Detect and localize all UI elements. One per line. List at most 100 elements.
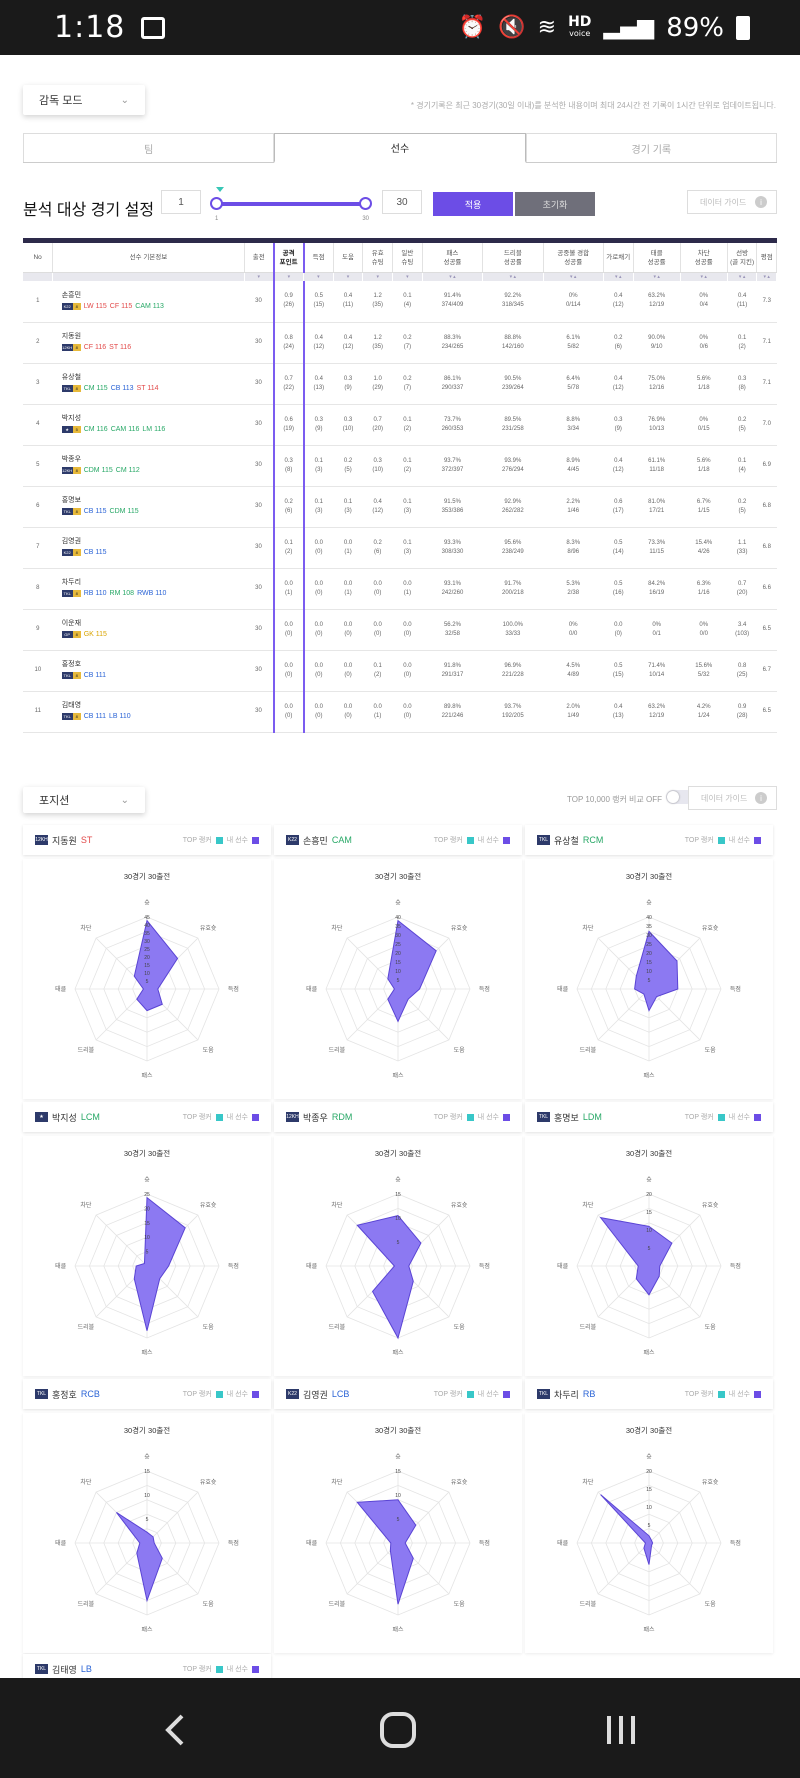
column-header[interactable]: No — [23, 240, 54, 273]
player-info[interactable]: 홍정호 TKL 8 CB 111 — [52, 650, 245, 692]
player-name[interactable]: 손흥민 — [61, 291, 82, 299]
column-header[interactable]: 차단 성공률 — [680, 240, 728, 273]
player-info[interactable]: 이운재 GP 8 GK 115 — [52, 609, 245, 651]
sort-arrows-icon[interactable]: ▾ — [392, 272, 423, 281]
sort-arrows-icon[interactable]: ▾ ▴ — [633, 272, 681, 281]
top-ranker-toggle[interactable] — [666, 790, 694, 804]
sort-arrows-icon[interactable]: ▾ ▴ — [756, 272, 777, 281]
sort-arrows-icon[interactable]: ▾ — [303, 272, 334, 281]
stat-sot: 0.0 (0) — [362, 609, 393, 651]
home-icon[interactable] — [378, 1710, 418, 1750]
radar-tick-label: 5 — [397, 1240, 400, 1246]
column-header[interactable]: 공중볼 경합 성공률 — [543, 240, 604, 273]
range-to-input[interactable]: 30 — [382, 190, 422, 214]
column-header[interactable]: 드리블 성공률 — [482, 240, 544, 273]
table-row[interactable]: 4 박지성 ★ 5 CM 116 CAM 116 LM 116 30 0.6 (19) 0.3 (9)… — [23, 404, 777, 446]
position-dropdown[interactable]: 포지션 ⌄ — [23, 787, 145, 813]
player-info[interactable]: 홍명보 TKL 8 CB 115 CDM 115 — [52, 486, 245, 528]
sort-arrows-icon[interactable]: ▾ ▴ — [680, 272, 728, 281]
table-row[interactable]: 5 박종우 12KH 8 CDM 115 CM 112 30 0.3 (8) 0.1 (3) 0.2(… — [23, 445, 777, 487]
data-guide-button-2[interactable]: 데이터 가이드 i — [688, 786, 777, 810]
sort-arrows-icon[interactable]: ▾ — [333, 272, 364, 281]
column-header[interactable]: 평점 — [756, 240, 777, 273]
radar-card[interactable]: TKL 홍정호 RCB TOP 랭커 내 선수 30경기 30출전 슛 유효슛 득점 도움 패스 드… — [23, 1379, 271, 1653]
column-header[interactable]: 태클 성공률 — [633, 240, 681, 273]
player-info[interactable]: 지동원 12KH 8 CF 116 ST 116 — [52, 322, 245, 364]
appearances: 30 — [244, 322, 274, 364]
column-header[interactable]: 가로채기 — [603, 240, 634, 273]
back-icon[interactable] — [160, 1710, 190, 1750]
column-header[interactable]: 일반 슈팅 — [392, 240, 423, 273]
mode-dropdown[interactable]: 감독 모드 ⌄ — [23, 85, 145, 115]
table-row[interactable]: 3 유상철 TKL 8 CM 115 CB 113 ST 114 30 0.7 (22) 0.4 (1… — [23, 363, 777, 405]
player-name[interactable]: 이운재 — [61, 620, 82, 627]
range-from-input[interactable]: 1 — [161, 190, 201, 214]
radar-card[interactable]: 12KH 박종우 RDM TOP 랭커 내 선수 30경기 30출전 슛 유효슛 득점 도움 패스… — [274, 1102, 522, 1376]
sort-arrows-icon[interactable]: ▾ — [244, 272, 275, 281]
column-header[interactable]: 공격 포인트 — [272, 238, 305, 273]
player-info[interactable]: 김태영 TKL 8 CB 111 LB 110 — [52, 691, 245, 733]
card-player-name: 홍명보 — [554, 1112, 579, 1123]
column-header[interactable]: 선수 기본정보 — [52, 240, 245, 273]
sort-arrows-icon[interactable]: ▾ — [362, 272, 394, 281]
sort-arrows-icon[interactable]: ▾ ▴ — [482, 272, 544, 281]
column-header[interactable]: 도움 — [333, 240, 364, 273]
radar-card[interactable]: K22 김영권 LCB TOP 랭커 내 선수 30경기 30출전 슛 유효슛 득점 도움 패스 드… — [274, 1379, 522, 1653]
apply-button[interactable]: 적용 — [433, 192, 513, 216]
sort-arrows-icon[interactable]: ▾ ▴ — [727, 272, 758, 281]
sort-arrows-icon[interactable]: ▾ — [272, 272, 304, 281]
player-info[interactable]: 손흥민 K22 8 LW 115 CF 115 CAM 113 — [52, 281, 245, 323]
player-name[interactable]: 차두리 — [61, 579, 82, 586]
player-info[interactable]: 유상철 TKL 8 CM 115 CB 113 ST 114 — [52, 363, 245, 405]
sort-arrows-icon[interactable]: ▾ ▴ — [543, 272, 604, 281]
radar-card[interactable]: K22 손흥민 CAM TOP 랭커 내 선수 30경기 30출전 슛 유효슛 득점 도움 패스 드… — [274, 825, 522, 1099]
recent-apps-icon[interactable] — [603, 1710, 639, 1750]
card-header: TKL 유상철 RCM TOP 랭커 내 선수 — [525, 825, 773, 855]
player-name[interactable]: 김태영 — [61, 702, 82, 709]
player-name[interactable]: 지동원 — [61, 333, 82, 340]
player-info[interactable]: 박지성 ★ 5 CM 116 CAM 116 LM 116 — [52, 404, 245, 446]
radar-card[interactable]: ★ 박지성 LCM TOP 랭커 내 선수 30경기 30출전 슛 유효슛 득점 도움 패스 드리블… — [23, 1102, 271, 1376]
table-row[interactable]: 9 이운재 GP 8 GK 115 30 0.0 (0) 0.0 (0) 0.0 (0) 0.0 (0) 0… — [23, 609, 777, 651]
player-info[interactable]: 차두리 TKL 8 RB 110 RM 108 RWB 110 — [52, 568, 245, 610]
table-row[interactable]: 7 김영권 K22 8 CB 115 30 0.1 (2) 0.0 (0) 0.0 (1) 0.2 (6)… — [23, 527, 777, 569]
radar-axis-label: 슛 — [646, 1453, 652, 1461]
table-row[interactable]: 10 홍정호 TKL 8 CB 111 30 0.0 (0) 0.0 (0) 0.0 (0) 0.1 (2… — [23, 650, 777, 692]
radar-card[interactable]: TKL 홍명보 LDM TOP 랭커 내 선수 30경기 30출전 슛 유효슛 득점 도움 패스 드… — [525, 1102, 773, 1376]
tab-match-record[interactable]: 경기 기록 — [525, 133, 777, 162]
player-name[interactable]: 박종우 — [61, 456, 82, 463]
slider-handle-max[interactable] — [359, 197, 372, 210]
radar-tick-label: 10 — [144, 1235, 150, 1241]
reset-button[interactable]: 초기화 — [515, 192, 595, 216]
radar-card[interactable]: TKL 차두리 RB TOP 랭커 내 선수 30경기 30출전 슛 유효슛 득점 도움 패스 드리… — [525, 1379, 773, 1653]
table-row[interactable]: 1 손흥민 K22 8 LW 115 CF 115 CAM 113 30 0.9 (26) 0.5(… — [23, 281, 777, 323]
table-row[interactable]: 2 지동원 12KH 8 CF 116 ST 116 30 0.8 (24) 0.4 (12) 0.4… — [23, 322, 777, 364]
table-row[interactable]: 8 차두리 TKL 8 RB 110 RM 108 RWB 110 30 0.0 (1) 0.0 (0… — [23, 568, 777, 610]
legend-top-label: TOP 랭커 — [433, 1114, 463, 1121]
radar-tick-label: 20 — [395, 951, 401, 957]
radar-card[interactable]: 12KH 지동원 ST TOP 랭커 내 선수 30경기 30출전 슛 유효슛 득점 도움 패스 드… — [23, 825, 271, 1099]
data-guide-button[interactable]: 데이터 가이드 i — [687, 190, 777, 214]
radar-card[interactable]: TKL 유상철 RCM TOP 랭커 내 선수 30경기 30출전 슛 유효슛 득점 도움 패스 드… — [525, 825, 773, 1099]
player-name[interactable]: 김영권 — [61, 538, 82, 545]
column-header[interactable]: 출전 — [244, 240, 275, 273]
range-slider[interactable]: 1 30 — [210, 187, 372, 222]
column-header[interactable]: 득점 — [303, 240, 334, 273]
player-name[interactable]: 홍명보 — [61, 497, 82, 504]
column-header[interactable]: 유효 슈팅 — [362, 240, 394, 273]
player-info[interactable]: 박종우 12KH 8 CDM 115 CM 112 — [52, 445, 245, 487]
slider-handle-min[interactable] — [210, 197, 223, 210]
sort-arrows-icon[interactable]: ▾ ▴ — [603, 272, 634, 281]
column-header[interactable]: 패스 성공률 — [422, 240, 484, 273]
table-row[interactable]: 11 김태영 TKL 8 CB 111 LB 110 30 0.0 (0) 0.0 (0) 0.0 (0… — [23, 691, 777, 733]
tab-player[interactable]: 선수 — [274, 133, 526, 163]
tab-team[interactable]: 팀 — [23, 133, 275, 162]
player-name[interactable]: 유상철 — [61, 374, 82, 381]
column-header[interactable]: 선방 (골 지킨) — [727, 240, 758, 273]
stat-pass: 93.1% 242/260 — [422, 568, 483, 610]
player-name[interactable]: 홍정호 — [61, 661, 82, 668]
table-row[interactable]: 6 홍명보 TKL 8 CB 115 CDM 115 30 0.2 (6) 0.1 (3) 0.1 (3… — [23, 486, 777, 528]
player-name[interactable]: 박지성 — [61, 415, 82, 422]
sort-arrows-icon[interactable]: ▾ ▴ — [422, 272, 484, 281]
player-info[interactable]: 김영권 K22 8 CB 115 — [52, 527, 245, 569]
